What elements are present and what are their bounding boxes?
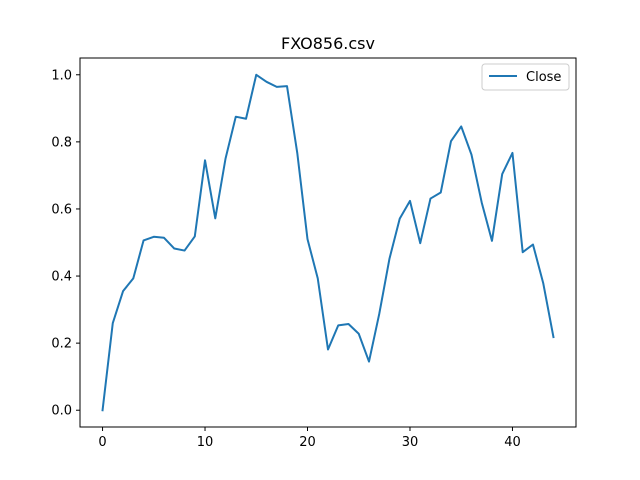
- series-line-close: [101, 73, 555, 412]
- y-tick-label: 0.8: [51, 135, 72, 150]
- y-tick-label: 1.0: [51, 68, 72, 83]
- x-tick-label: 40: [504, 435, 521, 450]
- legend-label-close: Close: [526, 70, 561, 85]
- axes-frame: [79, 57, 577, 428]
- x-tick-label: 10: [197, 435, 214, 450]
- y-axis: 0.0 0.2 0.4 0.6 0.8 1.0: [51, 68, 80, 419]
- chart-title: FXO856.csv: [281, 34, 375, 53]
- legend-box: [481, 63, 570, 91]
- series-layer: [101, 73, 555, 412]
- y-tick-label: 0.0: [51, 404, 72, 419]
- x-tick-label: 0: [98, 435, 106, 450]
- y-tick-label: 0.6: [51, 202, 72, 217]
- x-tick-label: 20: [299, 435, 316, 450]
- y-tick-label: 0.4: [51, 270, 72, 285]
- x-axis: 0 10 20 30 40: [98, 427, 521, 450]
- y-tick-label: 0.2: [51, 337, 72, 352]
- legend: Close: [481, 63, 570, 91]
- x-tick-label: 30: [402, 435, 419, 450]
